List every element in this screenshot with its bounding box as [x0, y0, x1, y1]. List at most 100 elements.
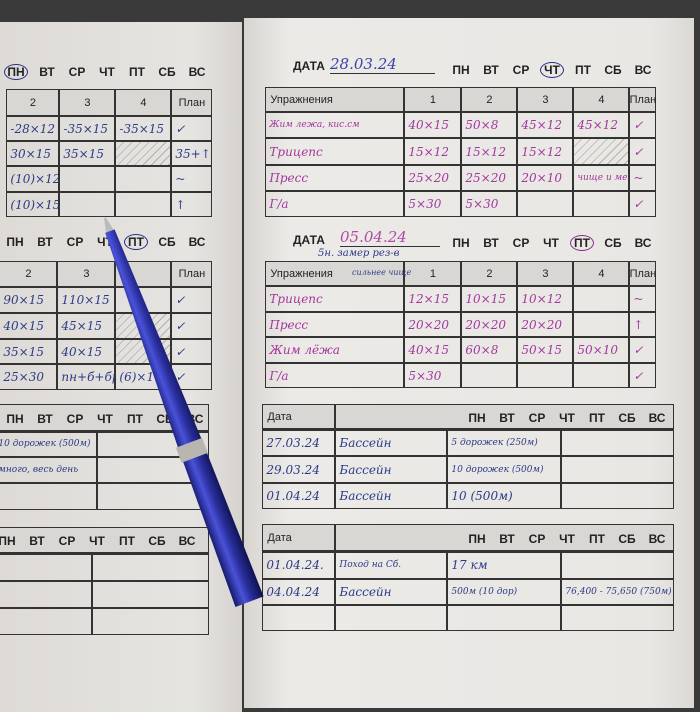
table-cell: 5×30	[404, 363, 462, 389]
pen-ring	[175, 437, 208, 463]
weekday-6: ВС	[648, 411, 666, 425]
weekday-row: ПН ВТ СР ЧТ ПТ СБ ВС	[0, 64, 212, 80]
table-cell: Бассейн	[335, 483, 448, 510]
table-cell	[59, 192, 116, 218]
weekday-2: СР	[528, 411, 546, 425]
column-header: 4	[573, 87, 630, 113]
table-cell: 40×15	[404, 337, 462, 364]
table-cell: 01.04.24.	[262, 551, 336, 580]
weekday-4: ПТ	[119, 534, 135, 548]
table-cell: 29.03.24	[262, 456, 336, 484]
table-cell: 10 (500м)	[447, 483, 562, 510]
table-cell	[517, 191, 574, 218]
table-cell: Г/а	[265, 191, 405, 218]
column-header: 4	[115, 89, 172, 117]
table-header	[0, 527, 210, 554]
table-cell: 15×12	[517, 138, 574, 166]
table-cell	[561, 456, 675, 484]
table-cell	[561, 429, 675, 457]
pen-tip	[104, 217, 114, 233]
table-cell	[92, 608, 210, 636]
table-cell: 20×20	[517, 312, 574, 338]
table-cell: 110×15	[57, 287, 116, 314]
table-cell: ✓	[171, 116, 213, 142]
table-cell: 45×12	[517, 112, 574, 139]
weekday-1: ВТ	[29, 534, 45, 548]
table-cell	[0, 608, 93, 636]
table-cell: ✓	[171, 339, 213, 365]
column-header: 3	[517, 261, 574, 287]
weekday-4: ПТ	[589, 532, 605, 546]
table-cell: ✓	[629, 337, 657, 364]
table-cell: Пресс	[265, 312, 405, 338]
table-header	[335, 404, 675, 430]
table-cell: 35×15	[59, 141, 116, 167]
weekday-5: СБ	[618, 532, 636, 546]
weekday-1: ВТ	[37, 235, 53, 249]
weekday-6: ВС	[188, 235, 206, 249]
weekday-0: ПН	[4, 64, 28, 80]
column-header: План	[171, 89, 213, 117]
table-cell: 25×20	[461, 165, 518, 192]
column-header: 2	[461, 87, 518, 113]
table-cell: (10)×15	[6, 192, 60, 218]
column-header: План	[629, 261, 657, 287]
table-cell	[461, 363, 518, 389]
table-cell: ~	[171, 166, 213, 193]
weekday-2: СР	[512, 63, 530, 77]
header-note: сильнее чище	[352, 268, 412, 277]
table-cell	[335, 605, 448, 632]
table-cell	[561, 551, 675, 580]
weekday-2: СР	[66, 235, 84, 249]
weekday-6: ВС	[634, 236, 652, 250]
weekday-0: ПН	[468, 532, 486, 546]
table-cell: 30×15	[6, 141, 60, 167]
table-cell: Бассейн	[335, 429, 448, 457]
table-cell	[92, 553, 210, 582]
weekday-2: СР	[512, 236, 530, 250]
table-cell: 90×15	[0, 287, 58, 314]
table-cell: 500м (10 дор)	[447, 579, 562, 606]
column-header: Упражнения	[265, 261, 405, 287]
table-cell: 20×10	[517, 165, 574, 192]
weekday-6: ВС	[648, 532, 666, 546]
weekday-1: ВТ	[499, 411, 515, 425]
weekday-5: СБ	[158, 235, 176, 249]
left-notebook-page	[0, 22, 242, 712]
weekday-1: ВТ	[39, 65, 55, 79]
table-cell: 35+↑	[171, 141, 213, 167]
table-cell: 10 дорожек (500м)	[0, 431, 98, 458]
column-header: 3	[517, 87, 574, 113]
table-cell: Бассейн	[335, 456, 448, 484]
table-cell: -35×15	[59, 116, 116, 142]
weekday-5: СБ	[604, 63, 622, 77]
table-cell: 17 км	[447, 551, 562, 580]
weekday-row: ПН ВТ СР ЧТ ПТ СБ ВС	[0, 534, 202, 548]
table-cell	[0, 553, 93, 582]
table-cell	[561, 605, 675, 632]
pen-body	[105, 229, 264, 607]
weekday-2: СР	[528, 532, 546, 546]
table-cell	[97, 431, 210, 458]
column-header: Упражнения	[265, 87, 405, 113]
table-cell: ✓	[171, 313, 213, 340]
weekday-4: ПТ	[570, 235, 594, 251]
table-cell: 5×30	[461, 191, 518, 218]
table-header: Дата	[262, 524, 336, 552]
table-cell	[561, 483, 675, 510]
table-cell	[573, 191, 630, 218]
weekday-4: ПТ	[589, 411, 605, 425]
table-cell: Пресс	[265, 165, 405, 192]
weekday-0: ПН	[452, 63, 470, 77]
table-cell: 50×15	[517, 337, 574, 364]
weekday-0: ПН	[6, 412, 24, 426]
table-cell: ~	[629, 165, 657, 192]
weekday-5: СБ	[148, 534, 166, 548]
weekday-6: ВС	[188, 65, 206, 79]
weekday-3: ЧТ	[89, 534, 105, 548]
table-cell: ↑	[629, 312, 657, 338]
table-cell: 25×20	[404, 165, 462, 192]
column-header: 4	[573, 261, 630, 287]
weekday-3: ЧТ	[99, 65, 115, 79]
column-header: 3	[57, 261, 116, 288]
